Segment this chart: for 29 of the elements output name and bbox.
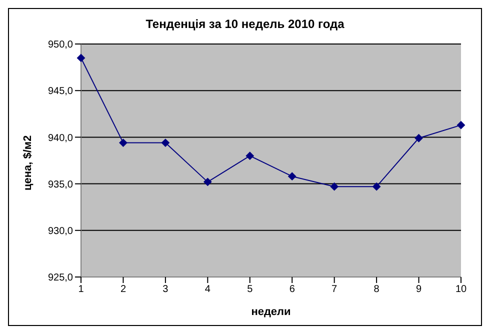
point [372, 182, 381, 191]
point [330, 182, 338, 191]
y-tick-label: 935,0 [48, 179, 74, 190]
x-tick-label: 5 [247, 284, 254, 296]
x-axis-title: недели [251, 306, 291, 318]
chart-title: Тенденція за 10 недель 2010 года [144, 17, 346, 31]
y-tick-label: 950,0 [48, 40, 74, 51]
x-tick-label: 3 [162, 284, 169, 296]
y-tick-label: 925,0 [48, 272, 74, 284]
point [414, 134, 423, 142]
y-tick-label: 945,0 [48, 86, 74, 98]
point [457, 121, 465, 130]
point [77, 54, 85, 62]
x-tick-label: 10 [455, 284, 467, 296]
point [204, 178, 212, 186]
x-tick-label: 6 [289, 284, 296, 296]
point [246, 152, 254, 160]
point [119, 138, 128, 147]
x-tick-label: 1 [78, 284, 84, 296]
x-tick-label: 8 [374, 284, 380, 296]
y-axis-title: цена, $/м2 [22, 135, 34, 190]
x-tick-label: 7 [332, 284, 338, 296]
point [288, 172, 296, 180]
y-tick-label: 930,0 [48, 226, 74, 237]
y-tick-label: 940,0 [48, 132, 74, 144]
x-tick-label: 9 [416, 284, 422, 296]
x-tick-label: 2 [120, 284, 126, 296]
point [161, 138, 170, 147]
x-tick-label: 4 [204, 284, 211, 296]
